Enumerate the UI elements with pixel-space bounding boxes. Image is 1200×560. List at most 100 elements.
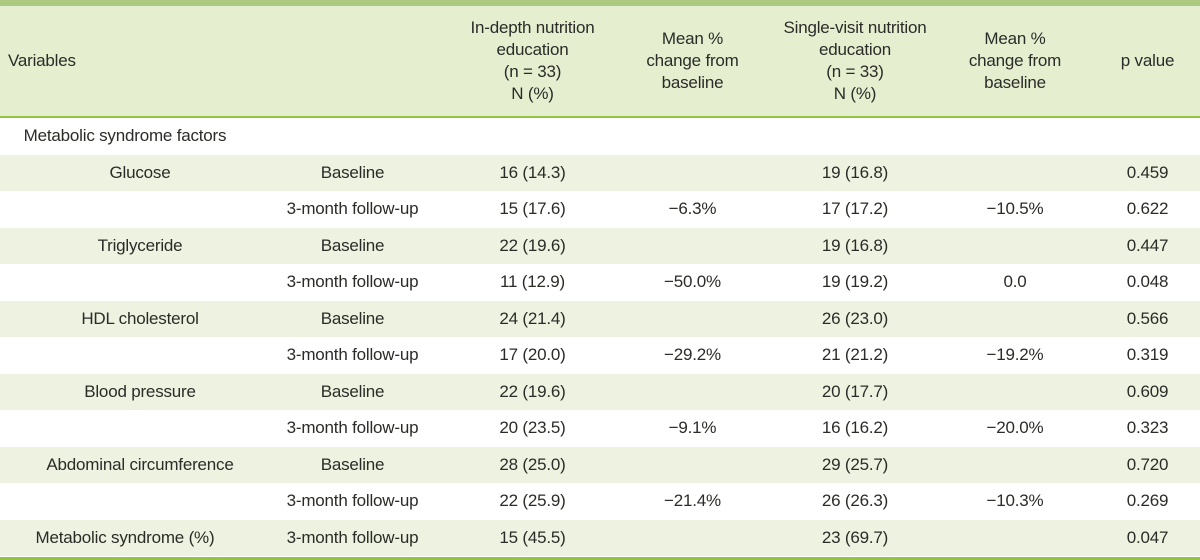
cell-p-value: 0.720 xyxy=(1095,446,1200,483)
row-abdominal-followup: 3-month follow-up 22 (25.9) −21.4% 26 (2… xyxy=(0,483,1200,520)
row-triglyceride-followup: 3-month follow-up 11 (12.9) −50.0% 19 (1… xyxy=(0,264,1200,301)
cell-single-n: 20 (17.7) xyxy=(775,373,935,410)
column-header-variables: Variables xyxy=(0,6,250,118)
cell-single-n: 19 (19.2) xyxy=(775,264,935,301)
cell-timepoint: Baseline xyxy=(250,373,455,410)
row-hdl-followup: 3-month follow-up 17 (20.0) −29.2% 21 (2… xyxy=(0,337,1200,374)
cell-mean-change-single xyxy=(935,300,1095,337)
row-glucose-followup: 3-month follow-up 15 (17.6) −6.3% 17 (17… xyxy=(0,191,1200,228)
cell-single-n: 26 (26.3) xyxy=(775,483,935,520)
cell-mean-change-indepth xyxy=(610,227,775,264)
column-header-timepoint xyxy=(250,6,455,118)
cell-single-n: 26 (23.0) xyxy=(775,300,935,337)
cell-p-value: 0.319 xyxy=(1095,337,1200,374)
row-glucose-baseline: Glucose Baseline 16 (14.3) 19 (16.8) 0.4… xyxy=(0,154,1200,191)
column-header-single-visit-education: Single-visit nutrition education (n = 33… xyxy=(775,6,935,118)
cell-variable: Metabolic syndrome (%) xyxy=(0,519,250,556)
cell-p-value: 0.609 xyxy=(1095,373,1200,410)
cell-indepth-n xyxy=(455,117,610,155)
cell-indepth-n: 28 (25.0) xyxy=(455,446,610,483)
cell-p-value: 0.048 xyxy=(1095,264,1200,301)
cell-mean-change-single xyxy=(935,446,1095,483)
column-header-p-value: p value xyxy=(1095,6,1200,118)
cell-single-n: 19 (16.8) xyxy=(775,154,935,191)
cell-mean-change-indepth xyxy=(610,519,775,556)
section-row-metabolic-syndrome-factors: Metabolic syndrome factors xyxy=(0,117,1200,155)
cell-timepoint: 3-month follow-up xyxy=(250,191,455,228)
table-header: Variables In-depth nutrition education (… xyxy=(0,6,1200,118)
column-header-mean-change-single: Mean % change from baseline xyxy=(935,6,1095,118)
metabolic-syndrome-results-table: Variables In-depth nutrition education (… xyxy=(0,6,1200,556)
cell-mean-change-single: −10.5% xyxy=(935,191,1095,228)
cell-mean-change-indepth xyxy=(610,154,775,191)
cell-variable xyxy=(0,483,250,520)
cell-indepth-n: 22 (25.9) xyxy=(455,483,610,520)
cell-mean-change-indepth xyxy=(610,117,775,155)
cell-mean-change-single xyxy=(935,519,1095,556)
cell-mean-change-indepth xyxy=(610,300,775,337)
cell-indepth-n: 15 (45.5) xyxy=(455,519,610,556)
cell-single-n: 21 (21.2) xyxy=(775,337,935,374)
cell-variable xyxy=(0,191,250,228)
cell-variable xyxy=(0,264,250,301)
cell-single-n: 23 (69.7) xyxy=(775,519,935,556)
cell-timepoint: Baseline xyxy=(250,154,455,191)
cell-mean-change-single xyxy=(935,117,1095,155)
cell-p-value: 0.622 xyxy=(1095,191,1200,228)
cell-timepoint: 3-month follow-up xyxy=(250,483,455,520)
cell-timepoint: Baseline xyxy=(250,227,455,264)
cell-single-n: 17 (17.2) xyxy=(775,191,935,228)
cell-indepth-n: 17 (20.0) xyxy=(455,337,610,374)
cell-p-value xyxy=(1095,117,1200,155)
cell-timepoint: 3-month follow-up xyxy=(250,264,455,301)
cell-mean-change-single xyxy=(935,227,1095,264)
cell-timepoint xyxy=(250,117,455,155)
cell-variable: Abdominal circumference xyxy=(0,446,250,483)
cell-mean-change-single: −19.2% xyxy=(935,337,1095,374)
header-row: Variables In-depth nutrition education (… xyxy=(0,6,1200,118)
cell-mean-change-indepth xyxy=(610,373,775,410)
cell-timepoint: 3-month follow-up xyxy=(250,519,455,556)
row-hdl-baseline: HDL cholesterol Baseline 24 (21.4) 26 (2… xyxy=(0,300,1200,337)
cell-mean-change-indepth: −9.1% xyxy=(610,410,775,447)
row-abdominal-baseline: Abdominal circumference Baseline 28 (25.… xyxy=(0,446,1200,483)
cell-mean-change-single xyxy=(935,373,1095,410)
cell-p-value: 0.566 xyxy=(1095,300,1200,337)
cell-indepth-n: 15 (17.6) xyxy=(455,191,610,228)
cell-p-value: 0.459 xyxy=(1095,154,1200,191)
cell-single-n: 19 (16.8) xyxy=(775,227,935,264)
cell-timepoint: 3-month follow-up xyxy=(250,410,455,447)
cell-section-label: Metabolic syndrome factors xyxy=(0,117,250,155)
cell-p-value: 0.323 xyxy=(1095,410,1200,447)
cell-mean-change-indepth: −29.2% xyxy=(610,337,775,374)
cell-timepoint: Baseline xyxy=(250,446,455,483)
row-triglyceride-baseline: Triglyceride Baseline 22 (19.6) 19 (16.8… xyxy=(0,227,1200,264)
cell-variable: Glucose xyxy=(0,154,250,191)
cell-indepth-n: 11 (12.9) xyxy=(455,264,610,301)
cell-variable: HDL cholesterol xyxy=(0,300,250,337)
cell-p-value: 0.269 xyxy=(1095,483,1200,520)
cell-indepth-n: 16 (14.3) xyxy=(455,154,610,191)
cell-indepth-n: 20 (23.5) xyxy=(455,410,610,447)
cell-variable xyxy=(0,337,250,374)
cell-mean-change-indepth: −50.0% xyxy=(610,264,775,301)
cell-timepoint: Baseline xyxy=(250,300,455,337)
cell-indepth-n: 24 (21.4) xyxy=(455,300,610,337)
cell-mean-change-indepth xyxy=(610,446,775,483)
cell-mean-change-single xyxy=(935,154,1095,191)
cell-indepth-n: 22 (19.6) xyxy=(455,227,610,264)
cell-single-n: 29 (25.7) xyxy=(775,446,935,483)
cell-variable: Blood pressure xyxy=(0,373,250,410)
cell-indepth-n: 22 (19.6) xyxy=(455,373,610,410)
row-blood-pressure-baseline: Blood pressure Baseline 22 (19.6) 20 (17… xyxy=(0,373,1200,410)
cell-variable xyxy=(0,410,250,447)
cell-mean-change-single: −10.3% xyxy=(935,483,1095,520)
row-blood-pressure-followup: 3-month follow-up 20 (23.5) −9.1% 16 (16… xyxy=(0,410,1200,447)
cell-mean-change-single: 0.0 xyxy=(935,264,1095,301)
column-header-indepth-education: In-depth nutrition education (n = 33) N … xyxy=(455,6,610,118)
column-header-mean-change-indepth: Mean % change from baseline xyxy=(610,6,775,118)
cell-mean-change-indepth: −21.4% xyxy=(610,483,775,520)
table-body: Metabolic syndrome factors Glucose Basel… xyxy=(0,117,1200,556)
cell-mean-change-single: −20.0% xyxy=(935,410,1095,447)
cell-timepoint: 3-month follow-up xyxy=(250,337,455,374)
